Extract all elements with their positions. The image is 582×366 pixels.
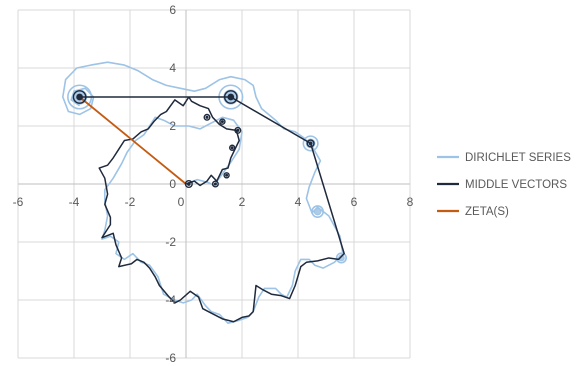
spiral-marker [223, 172, 230, 179]
spiral-core [76, 93, 83, 101]
spiral-core [205, 115, 209, 119]
legend-label-1: MIDDLE VECTORS [465, 179, 567, 191]
y-tick-label: -2 [165, 235, 176, 249]
spiral-core [236, 128, 240, 132]
y-tick-label: 2 [169, 119, 176, 133]
loop-ring [302, 135, 319, 152]
spiral-core [230, 146, 234, 150]
series-line-0 [61, 61, 344, 325]
y-tick-label: -6 [165, 351, 176, 365]
spiral-marker [72, 90, 87, 104]
spiral-marker [203, 113, 211, 121]
spiral-marker [184, 179, 193, 189]
x-tick-label: -6 [13, 195, 24, 209]
series-line-1 [79, 96, 345, 323]
x-tick-label: -2 [125, 195, 136, 209]
y-tick-label: 0 [169, 177, 176, 191]
y-tick-label: 4 [169, 61, 176, 75]
legend: DIRICHLET SERIES MIDDLE VECTORS ZETA(S) [437, 152, 571, 218]
loop-ring [335, 252, 347, 264]
x-tick-label: 0 [178, 195, 185, 209]
x-tick-label: 6 [351, 195, 358, 209]
spiral-core [227, 93, 235, 101]
legend-label-0: DIRICHLET SERIES [465, 152, 571, 164]
x-tick-label: 4 [295, 195, 302, 209]
spiral-marker [228, 144, 236, 151]
spiral-marker [219, 118, 226, 125]
spiral-core [186, 182, 191, 186]
x-tick-label: 2 [239, 195, 246, 209]
x-tick-label: -4 [69, 195, 80, 209]
y-tick-label: 6 [169, 3, 176, 17]
spiral-core [213, 182, 217, 186]
y-tick-label: -4 [165, 293, 176, 307]
spiral-core [225, 173, 229, 177]
x-tick-label: 8 [407, 195, 414, 209]
spiral-marker [211, 180, 219, 188]
series-lines [61, 61, 345, 325]
spiral-marker [223, 90, 238, 104]
spiral-marker [234, 126, 242, 134]
tick-labels: -6 -4 -2 0 2 4 6 8 -6 -4 -2 0 2 4 6 [13, 3, 414, 365]
spiral-core [220, 120, 224, 124]
spiral-marker [306, 139, 315, 148]
spiral-core [308, 141, 313, 146]
series-line-2 [79, 96, 187, 185]
legend-label-2: ZETA(S) [465, 206, 509, 218]
